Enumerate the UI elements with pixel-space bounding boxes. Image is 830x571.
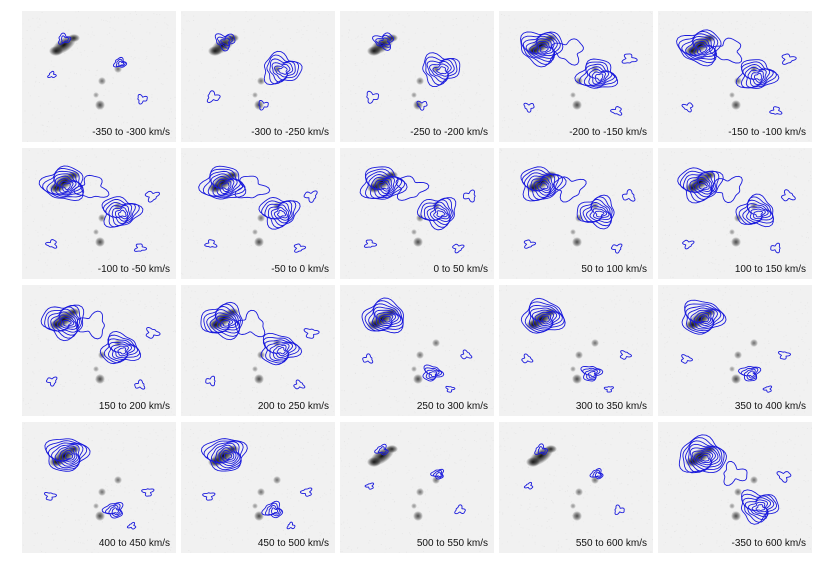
channel-map-panel: 300 to 350 km/s	[499, 285, 653, 416]
channel-map-panel: -350 to -300 km/s	[22, 11, 176, 142]
channel-map-panel: 550 to 600 km/s	[499, 422, 653, 553]
channel-map-panel: 450 to 500 km/s	[181, 422, 335, 553]
channel-map-panel: -300 to -250 km/s	[181, 11, 335, 142]
channel-map-panel: -50 to 0 km/s	[181, 148, 335, 279]
channel-map-panel: 150 to 200 km/s	[22, 285, 176, 416]
contour-image	[658, 11, 812, 142]
channel-map-panel: 50 to 100 km/s	[499, 148, 653, 279]
channel-map-panel: 200 to 250 km/s	[181, 285, 335, 416]
contour-image	[22, 148, 176, 279]
contour-image	[181, 285, 335, 416]
velocity-range-label: 400 to 450 km/s	[98, 538, 170, 549]
velocity-range-label: 50 to 100 km/s	[581, 264, 647, 275]
velocity-range-label: -150 to -100 km/s	[728, 127, 806, 138]
velocity-range-label: 300 to 350 km/s	[575, 401, 647, 412]
contour-image	[22, 11, 176, 142]
contour-image	[181, 422, 335, 553]
channel-map-panel: -350 to 600 km/s	[658, 422, 812, 553]
channel-map-panel: 400 to 450 km/s	[22, 422, 176, 553]
velocity-range-label: 450 to 500 km/s	[257, 538, 329, 549]
velocity-range-label: 150 to 200 km/s	[98, 401, 170, 412]
contour-image	[499, 148, 653, 279]
channel-map-panel: 250 to 300 km/s	[340, 285, 494, 416]
contour-image	[22, 285, 176, 416]
contour-image	[340, 422, 494, 553]
velocity-range-label: -200 to -150 km/s	[569, 127, 647, 138]
velocity-range-label: 550 to 600 km/s	[575, 538, 647, 549]
velocity-range-label: 200 to 250 km/s	[257, 401, 329, 412]
velocity-range-label: -350 to -300 km/s	[92, 127, 170, 138]
channel-map-panel: -100 to -50 km/s	[22, 148, 176, 279]
velocity-range-label: 250 to 300 km/s	[416, 401, 488, 412]
velocity-range-label: 500 to 550 km/s	[416, 538, 488, 549]
channel-map-panel: 100 to 150 km/s	[658, 148, 812, 279]
velocity-range-label: 350 to 400 km/s	[734, 401, 806, 412]
contour-image	[181, 148, 335, 279]
channel-map-panel: -150 to -100 km/s	[658, 11, 812, 142]
channel-map-panel: -250 to -200 km/s	[340, 11, 494, 142]
velocity-range-label: 100 to 150 km/s	[734, 264, 806, 275]
channel-map-panel: -200 to -150 km/s	[499, 11, 653, 142]
contour-image	[340, 148, 494, 279]
contour-image	[340, 11, 494, 142]
channel-map-panel: 0 to 50 km/s	[340, 148, 494, 279]
velocity-range-label: -300 to -250 km/s	[251, 127, 329, 138]
contour-image	[340, 285, 494, 416]
velocity-range-label: -50 to 0 km/s	[271, 264, 329, 275]
velocity-range-label: -100 to -50 km/s	[97, 264, 170, 275]
velocity-range-label: -350 to 600 km/s	[731, 538, 806, 549]
channel-map-grid: -350 to -300 km/s -300 to -250 km/s -250 t…	[22, 11, 812, 553]
contour-image	[499, 422, 653, 553]
contour-image	[181, 11, 335, 142]
velocity-range-label: -250 to -200 km/s	[410, 127, 488, 138]
contour-image	[22, 422, 176, 553]
velocity-range-label: 0 to 50 km/s	[433, 264, 488, 275]
contour-image	[658, 422, 812, 553]
contour-image	[499, 11, 653, 142]
channel-map-panel: 350 to 400 km/s	[658, 285, 812, 416]
contour-image	[658, 148, 812, 279]
channel-map-panel: 500 to 550 km/s	[340, 422, 494, 553]
contour-image	[499, 285, 653, 416]
contour-image	[658, 285, 812, 416]
